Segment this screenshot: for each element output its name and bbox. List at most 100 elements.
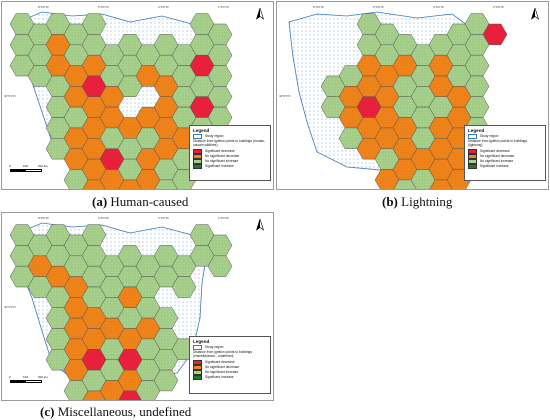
hex-cell-texture	[64, 276, 88, 298]
hex-cell-texture	[393, 117, 417, 139]
hex-cell-texture	[28, 24, 52, 45]
hex-cell-texture	[429, 34, 453, 56]
hex-cell-texture	[393, 55, 417, 76]
hex-cell-texture	[447, 107, 471, 128]
hex-cell-texture	[136, 148, 160, 170]
hex-cell-texture	[100, 380, 124, 400]
hex-cell-texture	[10, 266, 34, 287]
hex-cell-texture	[465, 96, 489, 118]
hex-cell-texture	[64, 65, 88, 87]
coord-label: 4°0'0"W	[158, 216, 169, 220]
hex-cell-texture	[357, 13, 381, 35]
hex-cell-texture	[465, 55, 489, 76]
hex-cell-texture	[429, 117, 453, 139]
hex-cell-texture	[10, 13, 34, 35]
hex-cell-texture	[100, 359, 124, 381]
hex-cell-texture	[208, 86, 232, 108]
hex-cell-texture	[154, 138, 178, 160]
north-arrow-icon	[531, 8, 539, 20]
hex-cell-texture	[429, 76, 453, 97]
hex-cell-texture	[339, 65, 363, 87]
hex-cell-texture	[100, 338, 124, 360]
legend-item: Significant decrease	[205, 359, 235, 364]
coord-label: 8°0'0"W	[313, 5, 324, 9]
hex-cell-texture	[154, 245, 178, 267]
hex-cell-texture	[100, 297, 124, 319]
coord-label: 40°0'0"N	[4, 94, 16, 98]
hex-cell-texture	[447, 65, 471, 87]
map-legend: Legend Study region Distance from igniti…	[464, 125, 546, 181]
hex-cell-texture	[82, 138, 106, 160]
hex-cell-texture	[208, 44, 232, 66]
hex-cell-texture	[154, 349, 178, 371]
hex-cell-texture	[46, 55, 70, 76]
hex-map-a	[9, 11, 233, 189]
hex-cell-texture	[82, 96, 106, 118]
hex-cell-texture	[28, 44, 52, 66]
hex-map-b	[288, 11, 508, 189]
hex-cell-texture	[64, 107, 88, 128]
hex-cell-texture	[339, 107, 363, 128]
hex-cell-texture	[208, 107, 232, 128]
hex-cell-texture	[46, 287, 70, 308]
hex-cell-texture	[10, 55, 34, 76]
hex-cell-texture	[154, 179, 178, 189]
legend-item: No significant decrease	[205, 364, 240, 369]
hex-cell-texture	[375, 148, 399, 170]
hex-cell-texture	[46, 349, 70, 371]
hex-cell-texture	[118, 287, 142, 308]
hex-cell-texture	[154, 117, 178, 139]
hex-cell-texture	[82, 245, 106, 267]
hex-cell-texture	[357, 138, 381, 160]
legend-item: Study region	[480, 134, 499, 139]
legend-title: Legend	[193, 339, 210, 344]
hex-cell-texture	[447, 86, 471, 108]
legend-item: No significant decrease	[480, 153, 515, 158]
map-panel-human-caused: 8°0'0"W 6°0'0"W 4°0'0"W 2°0'0"W 40°0'0"N…	[1, 1, 274, 190]
hex-cell-texture	[64, 297, 88, 319]
hex-cell-texture	[393, 34, 417, 56]
hex-cell-texture	[154, 76, 178, 97]
hex-cell-texture	[465, 13, 489, 35]
legend-item: Study region	[205, 134, 224, 139]
hex-cell-texture	[64, 127, 88, 149]
hex-cell-texture	[154, 34, 178, 56]
hex-cell-texture	[28, 276, 52, 298]
caption-c: (c) Miscellaneous, undefined	[40, 404, 192, 419]
hex-cell-texture	[64, 359, 88, 381]
hex-cell-texture	[100, 318, 124, 339]
hex-cell-texture	[46, 117, 70, 139]
hex-cell-texture	[82, 287, 106, 308]
hex-cell-texture	[46, 307, 70, 329]
hex-cell-texture	[118, 55, 142, 76]
hex-cell-texture	[82, 370, 106, 391]
legend-item: Significant increase	[480, 163, 509, 168]
hex-cell-texture	[393, 179, 417, 189]
hex-cell-texture	[411, 86, 435, 108]
hex-cell-texture	[100, 255, 124, 277]
hex-cell-texture	[82, 55, 106, 76]
hex-cell	[118, 390, 142, 400]
hex-cell-texture	[393, 96, 417, 118]
hex-cell-texture	[118, 34, 142, 56]
hex-cell-texture	[100, 169, 124, 189]
hex-cell-texture	[172, 44, 196, 66]
hex-cell-texture	[190, 245, 214, 267]
hex-cell-texture	[190, 76, 214, 97]
hex-cell-texture	[100, 44, 124, 66]
hex-cell-texture	[375, 107, 399, 128]
hex-cell-texture	[136, 127, 160, 149]
hex-cell-texture	[10, 34, 34, 56]
legend-item: Significant decrease	[205, 148, 235, 153]
hex-cell-texture	[465, 76, 489, 97]
hex-cell-texture	[100, 127, 124, 149]
hex-cell-texture	[46, 76, 70, 97]
hex-cell-texture	[429, 55, 453, 76]
hex-cell-texture	[46, 245, 70, 267]
hex-cell-texture	[64, 380, 88, 400]
hex-cell-texture	[46, 13, 70, 35]
hex-cell-texture	[10, 224, 34, 246]
hex-cell-texture	[136, 65, 160, 87]
north-arrow-icon	[256, 219, 264, 231]
hex-cell-texture	[100, 65, 124, 87]
